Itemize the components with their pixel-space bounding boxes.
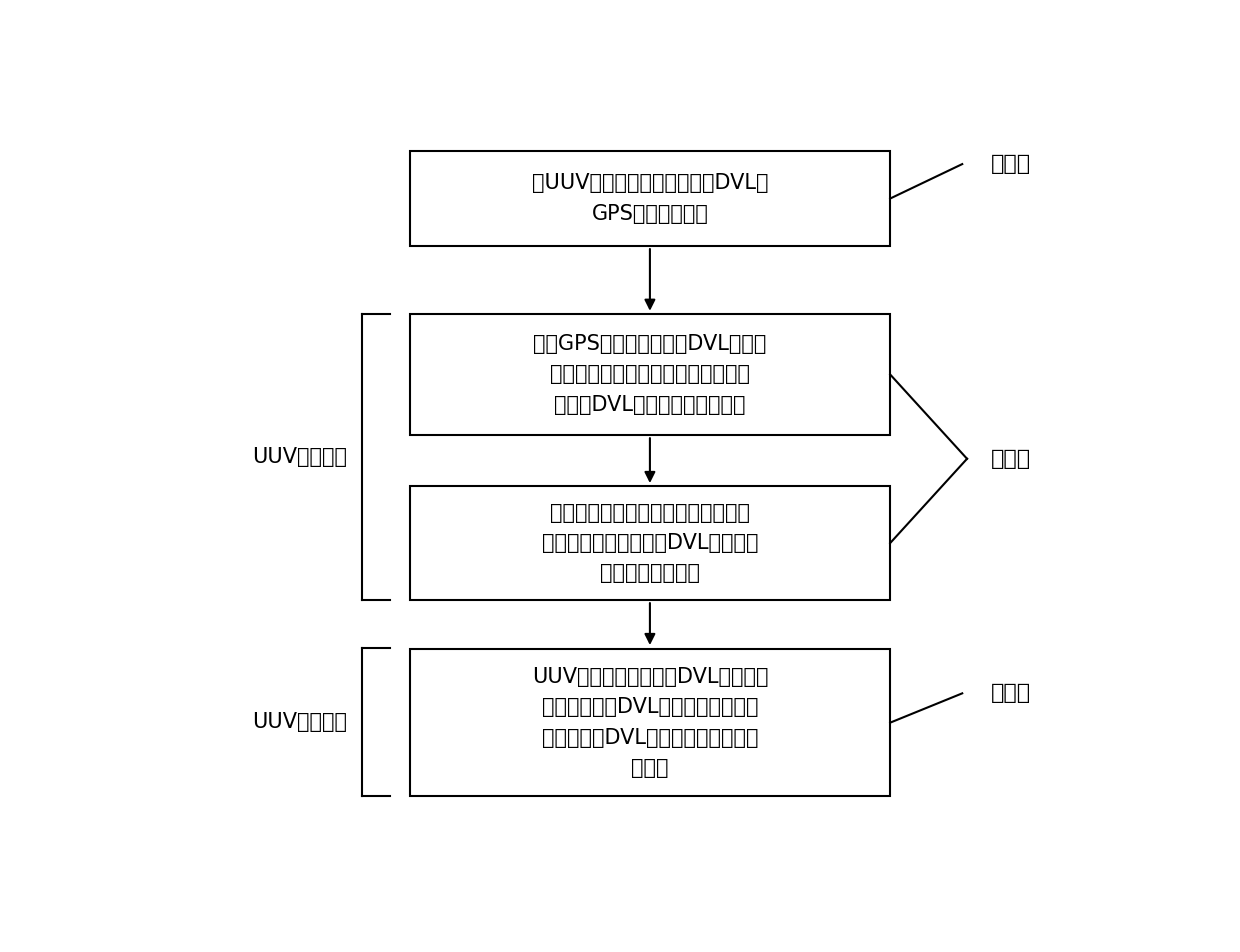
Bar (409, 486, 890, 600)
Text: 基于得出的成型滤波器对卡尔曼滤波
器进行增广扩展，得到DVL测速噪声
增广卡尔曼滤波器: 基于得出的成型滤波器对卡尔曼滤波 器进行增广扩展，得到DVL测速噪声 增广卡尔曼… (542, 503, 758, 584)
Text: UUV水面航行: UUV水面航行 (252, 446, 347, 466)
Text: 步骤一: 步骤一 (991, 154, 1032, 174)
Text: 运用GPS所测速度信息与DVL所测速
度信息进行比对，得出可将有色噪声
白化的DVL测速噪声成型滤波器: 运用GPS所测速度信息与DVL所测速 度信息进行比对，得出可将有色噪声 白化的D… (533, 334, 766, 415)
Bar (409, 649, 890, 796)
Text: UUV水下航行: UUV水下航行 (252, 712, 347, 732)
Text: UUV在水下航行，运用DVL测速噪声
成型滤波器及DVL测速噪声增广卡尔
曼滤波器对DVL所测速度信息进行去
噪运算: UUV在水下航行，运用DVL测速噪声 成型滤波器及DVL测速噪声增广卡尔 曼滤波… (532, 667, 768, 779)
Text: 令UUV在水面航行，同时得出DVL和
GPS所测速度信息: 令UUV在水面航行，同时得出DVL和 GPS所测速度信息 (532, 173, 768, 224)
Bar (409, 150, 890, 247)
Bar (409, 314, 890, 435)
Text: 步骤三: 步骤三 (991, 684, 1032, 704)
Text: 步骤二: 步骤二 (991, 448, 1032, 468)
